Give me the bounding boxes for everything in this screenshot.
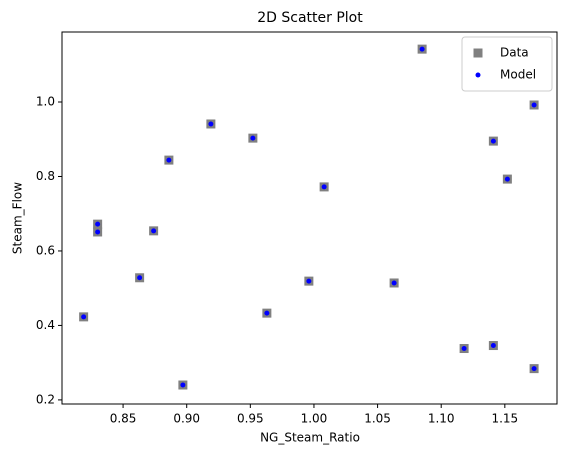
x-tick-label: 0.95 <box>237 412 264 426</box>
x-tick-label: 1.05 <box>364 412 391 426</box>
scatter-point <box>321 184 327 190</box>
x-tick-label: 0.90 <box>173 412 200 426</box>
scatter-point <box>81 314 87 320</box>
legend-marker <box>475 72 481 78</box>
y-tick-label: 1.0 <box>36 95 55 109</box>
scatter-point <box>306 278 312 284</box>
scatter-point <box>504 176 510 182</box>
scatter-point <box>391 280 397 286</box>
scatter-point <box>151 228 157 234</box>
y-axis-label: Steam_Flow <box>11 182 25 254</box>
scatter-point <box>419 46 425 52</box>
legend-label: Data <box>500 46 529 60</box>
scatter-point <box>95 229 101 235</box>
scatter-point <box>208 121 214 127</box>
scatter-point <box>166 157 172 163</box>
y-tick-label: 0.6 <box>36 243 55 257</box>
scatter-point <box>95 221 101 227</box>
x-axis-label: NG_Steam_Ratio <box>260 431 360 445</box>
scatter-point <box>264 310 270 316</box>
x-tick-label: 0.85 <box>110 412 137 426</box>
y-tick-label: 0.2 <box>36 392 55 406</box>
chart-title: 2D Scatter Plot <box>257 10 363 26</box>
legend-label: Model <box>500 68 536 82</box>
scatter-point <box>531 102 537 108</box>
scatter-point <box>180 382 186 388</box>
scatter-point <box>250 135 256 141</box>
x-tick-label: 1.00 <box>301 412 328 426</box>
scatter-point <box>531 366 537 372</box>
legend-marker <box>473 48 483 58</box>
x-tick-label: 1.10 <box>428 412 455 426</box>
scatter-point <box>490 343 496 349</box>
y-tick-label: 0.4 <box>36 318 55 332</box>
x-tick-label: 1.15 <box>491 412 518 426</box>
y-tick-label: 0.8 <box>36 169 55 183</box>
scatter-point <box>490 138 496 144</box>
legend-box <box>461 36 553 92</box>
scatter-point <box>461 346 467 352</box>
plot-frame <box>61 31 558 405</box>
scatter-point <box>137 275 143 281</box>
